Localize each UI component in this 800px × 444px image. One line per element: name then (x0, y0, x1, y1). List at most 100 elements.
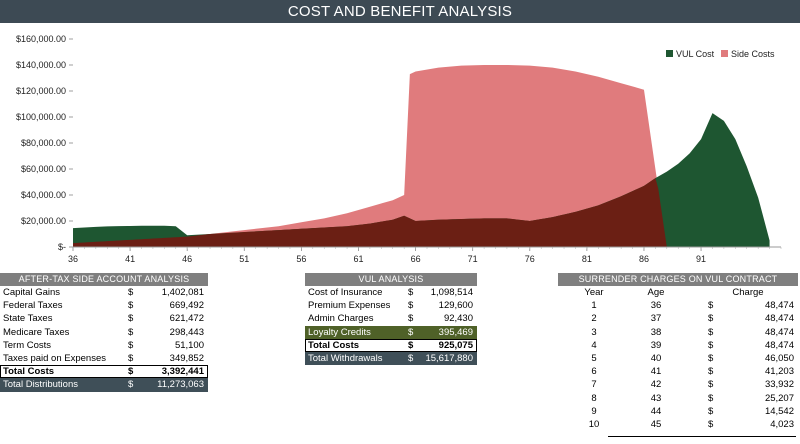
vul-panel-header: VUL ANALYSIS (305, 273, 477, 286)
surrender-row-charge: 46,050 (764, 352, 794, 364)
surrender-row-year: 7 (591, 379, 597, 391)
surrender-row-year: 1 (591, 300, 597, 312)
surrender-row: 6 41 $41,203 (558, 365, 798, 378)
vul-rows: Cost of Insurance $1,098,514 Premium Expen… (305, 286, 477, 326)
vul-row: Admin Charges $92,430 (305, 312, 477, 325)
y-tick-label: $60,000.00 (21, 164, 66, 174)
x-tick-label: 36 (68, 254, 78, 264)
after-tax-row-value: 298,443 (169, 326, 204, 338)
x-tick-label: 56 (296, 254, 306, 264)
vul-total-costs-dollar: $ (408, 339, 414, 351)
after-tax-total-distributions-dollar: $ (128, 379, 134, 391)
after-tax-row-dollar: $ (128, 300, 134, 312)
surrender-panel-header: SURRENDER CHARGES ON VUL CONTRACT (558, 273, 798, 286)
after-tax-total-distributions-value: 11,273,063 (157, 379, 204, 391)
surrender-row-age: 43 (650, 392, 662, 404)
surrender-row-year: 2 (591, 313, 597, 325)
vul-row-value: 1,098,514 (430, 287, 473, 298)
vul-row-dollar: $ (408, 300, 414, 312)
vul-row: Cost of Insurance $1,098,514 (305, 286, 477, 299)
after-tax-row-dollar: $ (128, 287, 134, 298)
surrender-row-year: 5 (591, 352, 597, 364)
surrender-row-dollar: $ (708, 352, 714, 364)
x-tick-label: 76 (525, 254, 535, 264)
vul-row-dollar: $ (408, 313, 414, 325)
after-tax-row-value: 621,472 (169, 313, 204, 325)
after-tax-total-distributions-label: Total Distributions (3, 379, 78, 391)
vul-total-withdrawals-label: Total Withdrawals (308, 352, 383, 364)
surrender-bottom-rule (608, 436, 796, 437)
surrender-row-year: 4 (591, 339, 597, 351)
surrender-row-age: 44 (650, 405, 662, 417)
surrender-row-dollar: $ (708, 366, 714, 378)
x-tick-label: 71 (468, 254, 478, 264)
surrender-row-charge: 25,207 (764, 392, 794, 404)
after-tax-row: Medicare Taxes $298,443 (0, 326, 208, 339)
surrender-row: 2 37 $48,474 (558, 312, 798, 325)
after-tax-row: State Taxes $621,472 (0, 312, 208, 325)
y-tick-label: $140,000.00 (16, 60, 66, 70)
x-tick-label: 61 (353, 254, 363, 264)
vul-total-costs-row: Total Costs $ 925,075 (305, 338, 477, 352)
vul-row-dollar: $ (408, 287, 414, 298)
y-tick-label: $100,000.00 (16, 112, 66, 122)
surrender-row-charge: 4,023 (770, 418, 794, 430)
x-tick-label: 66 (411, 254, 421, 264)
surrender-row-dollar: $ (708, 418, 714, 430)
after-tax-row-label: Taxes paid on Expenses (3, 352, 106, 364)
legend-swatch-vul-cost (666, 50, 673, 57)
after-tax-row-dollar: $ (128, 339, 134, 351)
y-tick-label: $160,000.00 (16, 34, 66, 44)
after-tax-total-costs-dollar: $ (128, 366, 134, 378)
vul-row-value: 92,430 (443, 313, 473, 325)
surrender-year-column-header: Year (584, 287, 604, 298)
y-tick-label: $- (58, 242, 66, 252)
surrender-row-age: 38 (650, 326, 662, 338)
after-tax-row: Term Costs $51,100 (0, 339, 208, 352)
after-tax-row-value: 51,100 (174, 339, 204, 351)
surrender-row-dollar: $ (708, 313, 714, 325)
after-tax-row: Federal Taxes $669,492 (0, 299, 208, 312)
after-tax-row: Taxes paid on Expenses $349,852 (0, 352, 208, 365)
after-tax-row-label: Medicare Taxes (3, 326, 70, 338)
after-tax-total-costs-value: 3,392,441 (161, 366, 204, 378)
y-tick-label: $120,000.00 (16, 86, 66, 96)
surrender-row-year: 8 (591, 392, 597, 404)
surrender-row-age: 42 (650, 379, 662, 391)
vul-total-withdrawals-row: Total Withdrawals $ 15,617,880 (305, 351, 477, 366)
after-tax-total-distributions-row: Total Distributions $ 11,273,063 (0, 378, 208, 392)
surrender-row-dollar: $ (708, 339, 714, 351)
surrender-row: 1 36 $48,474 (558, 299, 798, 312)
x-tick-label: 91 (696, 254, 706, 264)
x-tick-label: 41 (125, 254, 135, 264)
surrender-row: 4 39 $48,474 (558, 339, 798, 352)
y-tick-label: $80,000.00 (21, 138, 66, 148)
vul-total-costs-value: 925,075 (438, 339, 473, 351)
surrender-row-dollar: $ (708, 300, 714, 312)
surrender-charge-column-header: Charge (732, 287, 764, 298)
surrender-row-charge: 41,203 (764, 366, 794, 378)
surrender-row-age: 37 (650, 313, 662, 325)
vul-loyalty-credits-row: Loyalty Credits $ 395,469 (305, 325, 477, 339)
overlap-area (73, 178, 781, 247)
surrender-row-charge: 48,474 (764, 326, 794, 338)
vul-row-label: Cost of Insurance (308, 287, 383, 298)
x-tick-label: 81 (582, 254, 592, 264)
vul-analysis-panel: VUL ANALYSIS Cost of Insurance $1,098,514… (305, 273, 477, 366)
surrender-row: 3 38 $48,474 (558, 326, 798, 339)
after-tax-row-dollar: $ (128, 326, 134, 338)
after-tax-row-value: 669,492 (169, 300, 204, 312)
surrender-row-year: 3 (591, 326, 597, 338)
surrender-row-dollar: $ (708, 405, 714, 417)
surrender-row: 5 40 $46,050 (558, 352, 798, 365)
after-tax-row-label: Term Costs (3, 339, 52, 351)
surrender-row-year: 9 (591, 405, 597, 417)
vul-loyalty-credits-value: 395,469 (438, 326, 473, 338)
surrender-row-charge: 48,474 (764, 313, 794, 325)
x-tick-label: 86 (639, 254, 649, 264)
surrender-row-charge: 48,474 (764, 300, 794, 312)
surrender-row-year: 6 (591, 366, 597, 378)
vul-loyalty-credits-dollar: $ (408, 326, 414, 338)
surrender-row-year: 10 (588, 418, 600, 430)
surrender-row-age: 39 (650, 339, 662, 351)
